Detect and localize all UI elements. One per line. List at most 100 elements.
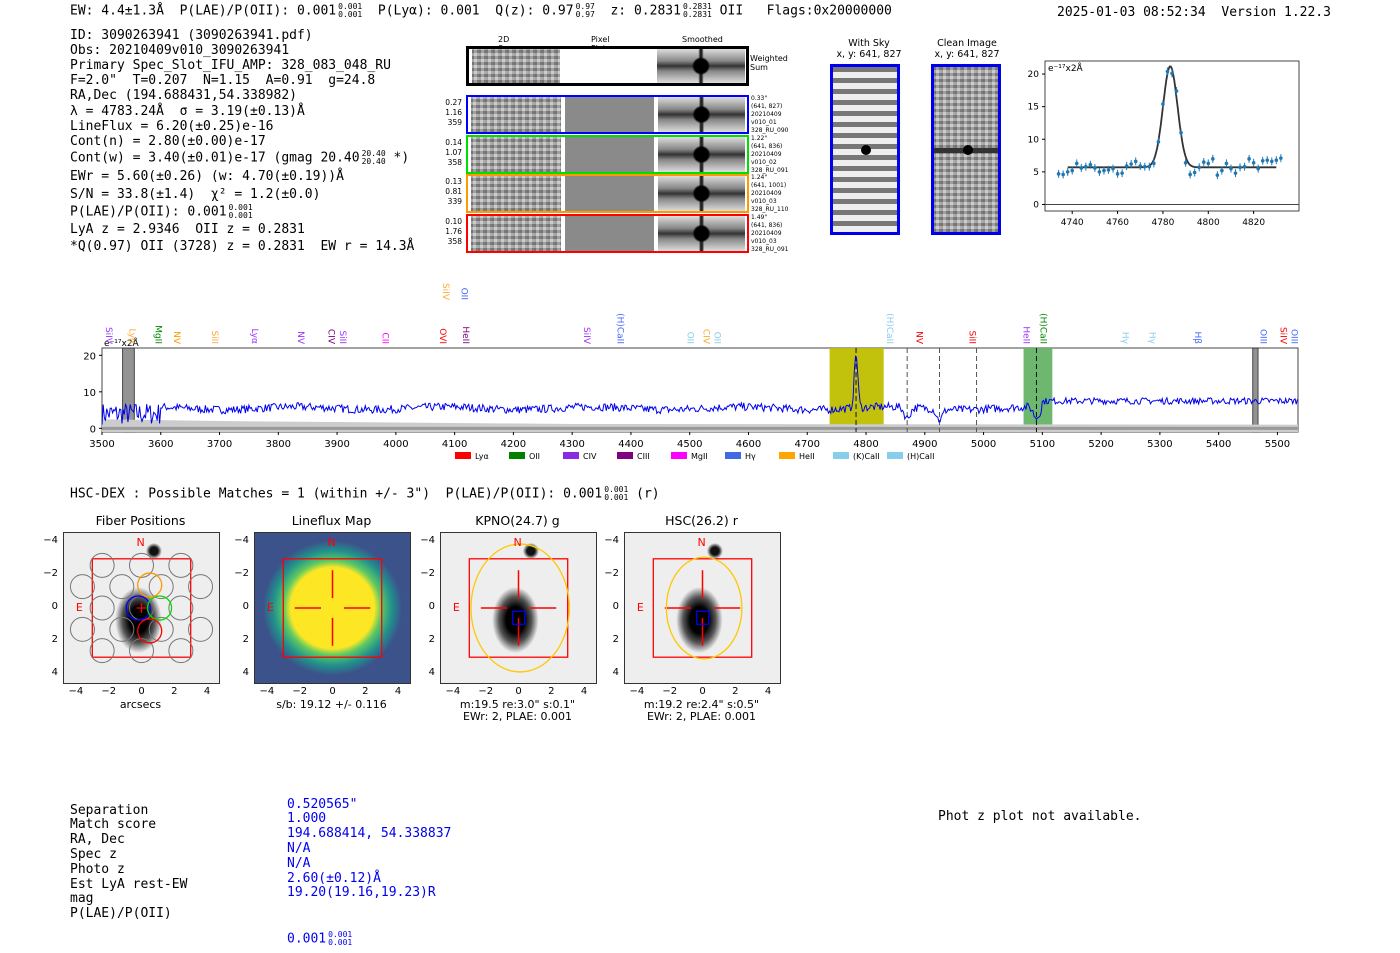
y-tick-label: 4 (51, 666, 58, 678)
header-summary: EW: 4.4±1.3Å P(LAE)/P(OII): 0.001 0.001 0.… (70, 2, 892, 19)
line-label: OIII (1257, 329, 1267, 344)
x-tick-label: 2 (362, 686, 369, 697)
x-tick-label: 4300 (559, 439, 584, 450)
x-tick-label: 3700 (207, 439, 232, 450)
y-tick-label: −4 (234, 535, 249, 547)
x-tick-label: −4 (629, 686, 645, 697)
fiber-circle (69, 616, 95, 642)
x-tick-label: 0 (515, 686, 522, 697)
line-label: NV (914, 331, 924, 345)
data-point (1061, 172, 1065, 177)
plot-frame (101, 347, 1299, 433)
data-point (1247, 157, 1251, 161)
center-cross (136, 603, 147, 613)
data-point (1279, 156, 1283, 160)
line-label: Lyα (249, 329, 259, 345)
y-tick-label: 4 (612, 666, 619, 678)
data-point (1111, 166, 1115, 171)
data-point (1138, 164, 1143, 168)
panel-title: KPNO(24.7) g (475, 513, 560, 528)
data-point (1065, 170, 1070, 174)
spec-image (472, 49, 560, 83)
east-label: E (266, 601, 274, 614)
clean-image-title: Clean Image x, y: 641, 827 (934, 38, 1000, 60)
fiber-row (466, 134, 749, 174)
line-label: (H)CaII (1038, 313, 1048, 344)
line-label: (H)CaII (614, 313, 624, 344)
data-point (1220, 168, 1224, 173)
legend-label: HeII (799, 452, 815, 461)
y-tick-label: 2 (428, 633, 435, 645)
x-tick-label: 4800 (1197, 218, 1220, 228)
info-line-plae: P(LAE)/P(OII): 0.001 0.001 0.001 (70, 203, 253, 220)
y-tick-label: 10 (1028, 135, 1040, 145)
data-point (1251, 160, 1256, 165)
x-tick-label: 4700 (795, 439, 820, 450)
data-point (1170, 71, 1174, 76)
line-label: SiIV (103, 327, 113, 345)
data-point (1133, 159, 1138, 164)
y-tick-label: −4 (604, 535, 619, 547)
north-label: N (513, 536, 522, 549)
info-line: λ = 4783.24Å σ = 3.19(±0.13)Å (70, 104, 305, 119)
info-line-contw: Cont(w) = 3.40(±0.01)e-17 (gmag 20.40 20.… (70, 149, 410, 166)
line-label: SiIV (440, 283, 450, 301)
x-tick-label: −4 (259, 686, 275, 697)
smoothed-image (658, 97, 745, 132)
line-label: OVI (437, 328, 447, 344)
info-line: Cont(n) = 2.80(±0.00)e-17 (70, 134, 266, 149)
source-ellipse (665, 556, 743, 660)
fiber-info: 1.24" (641, 1001) 20210409 v010_03 328_R… (751, 174, 789, 213)
legend-swatch (671, 452, 687, 459)
y-unit-label: e⁻¹⁷x2Å (1048, 62, 1084, 74)
fiber-stats: 0.13 0.81 339 (445, 177, 462, 206)
x-tick-label: 3900 (324, 439, 349, 450)
x-tick-label: 4800 (853, 439, 878, 450)
weighted-sum-label: Weighted Sum (750, 54, 788, 72)
data-point (1229, 166, 1233, 171)
data-point (1147, 164, 1152, 169)
x-tick-label: 3500 (89, 439, 114, 450)
fiber-circle (148, 574, 174, 600)
legend-swatch (833, 452, 849, 459)
fiber-row (466, 174, 749, 213)
north-label: N (136, 536, 145, 549)
source-marker (512, 610, 526, 625)
east-label: E (75, 601, 83, 614)
center-cross (294, 570, 371, 646)
data-point (1192, 170, 1197, 175)
y-tick-label: −2 (43, 568, 58, 580)
line-label: OII (711, 332, 721, 344)
x-tick-label: 4900 (912, 439, 937, 450)
line-label: OII (684, 332, 694, 344)
header-timestamp-version: 2025-01-03 08:52:34 Version 1.22.3 (1057, 5, 1331, 20)
legend-label: CIV (583, 452, 597, 461)
x-tick-label: 4400 (618, 439, 643, 450)
line-label: CIV (700, 329, 710, 345)
data-point (1183, 160, 1188, 165)
y-tick-label: 2 (242, 633, 249, 645)
cutout-panel: N E −4 4 −2 2 0 0 2 −2 4 −4 (234, 532, 411, 697)
spec-image (471, 136, 561, 172)
data-point (1097, 170, 1102, 174)
fiber-circle (89, 638, 115, 664)
x-tick-label: 4 (394, 686, 402, 697)
y-tick-label: 15 (1028, 103, 1039, 113)
fiber-circle (188, 616, 214, 642)
fiber-circle (129, 638, 154, 664)
source-ellipse (470, 543, 570, 673)
header-flags: Flags:0x20000000 (766, 3, 892, 19)
legend-swatch (563, 452, 579, 459)
fiber-circle (168, 638, 194, 664)
y-tick-label: 4 (242, 666, 249, 678)
line-label: HeII (1021, 326, 1031, 344)
info-line: Obs: 20210409v010_3090263941 (70, 43, 290, 58)
plot-frame (1044, 60, 1300, 212)
match-header: HSC-DEX : Possible Matches = 1 (within +… (70, 485, 660, 502)
spec-image (471, 97, 561, 132)
legend-swatch (617, 452, 633, 459)
info-line: RA,Dec (194.688431,54.338982) (70, 88, 297, 103)
fiber-circle (89, 552, 115, 578)
data-point (1156, 140, 1161, 144)
smoothed-image (658, 215, 745, 251)
